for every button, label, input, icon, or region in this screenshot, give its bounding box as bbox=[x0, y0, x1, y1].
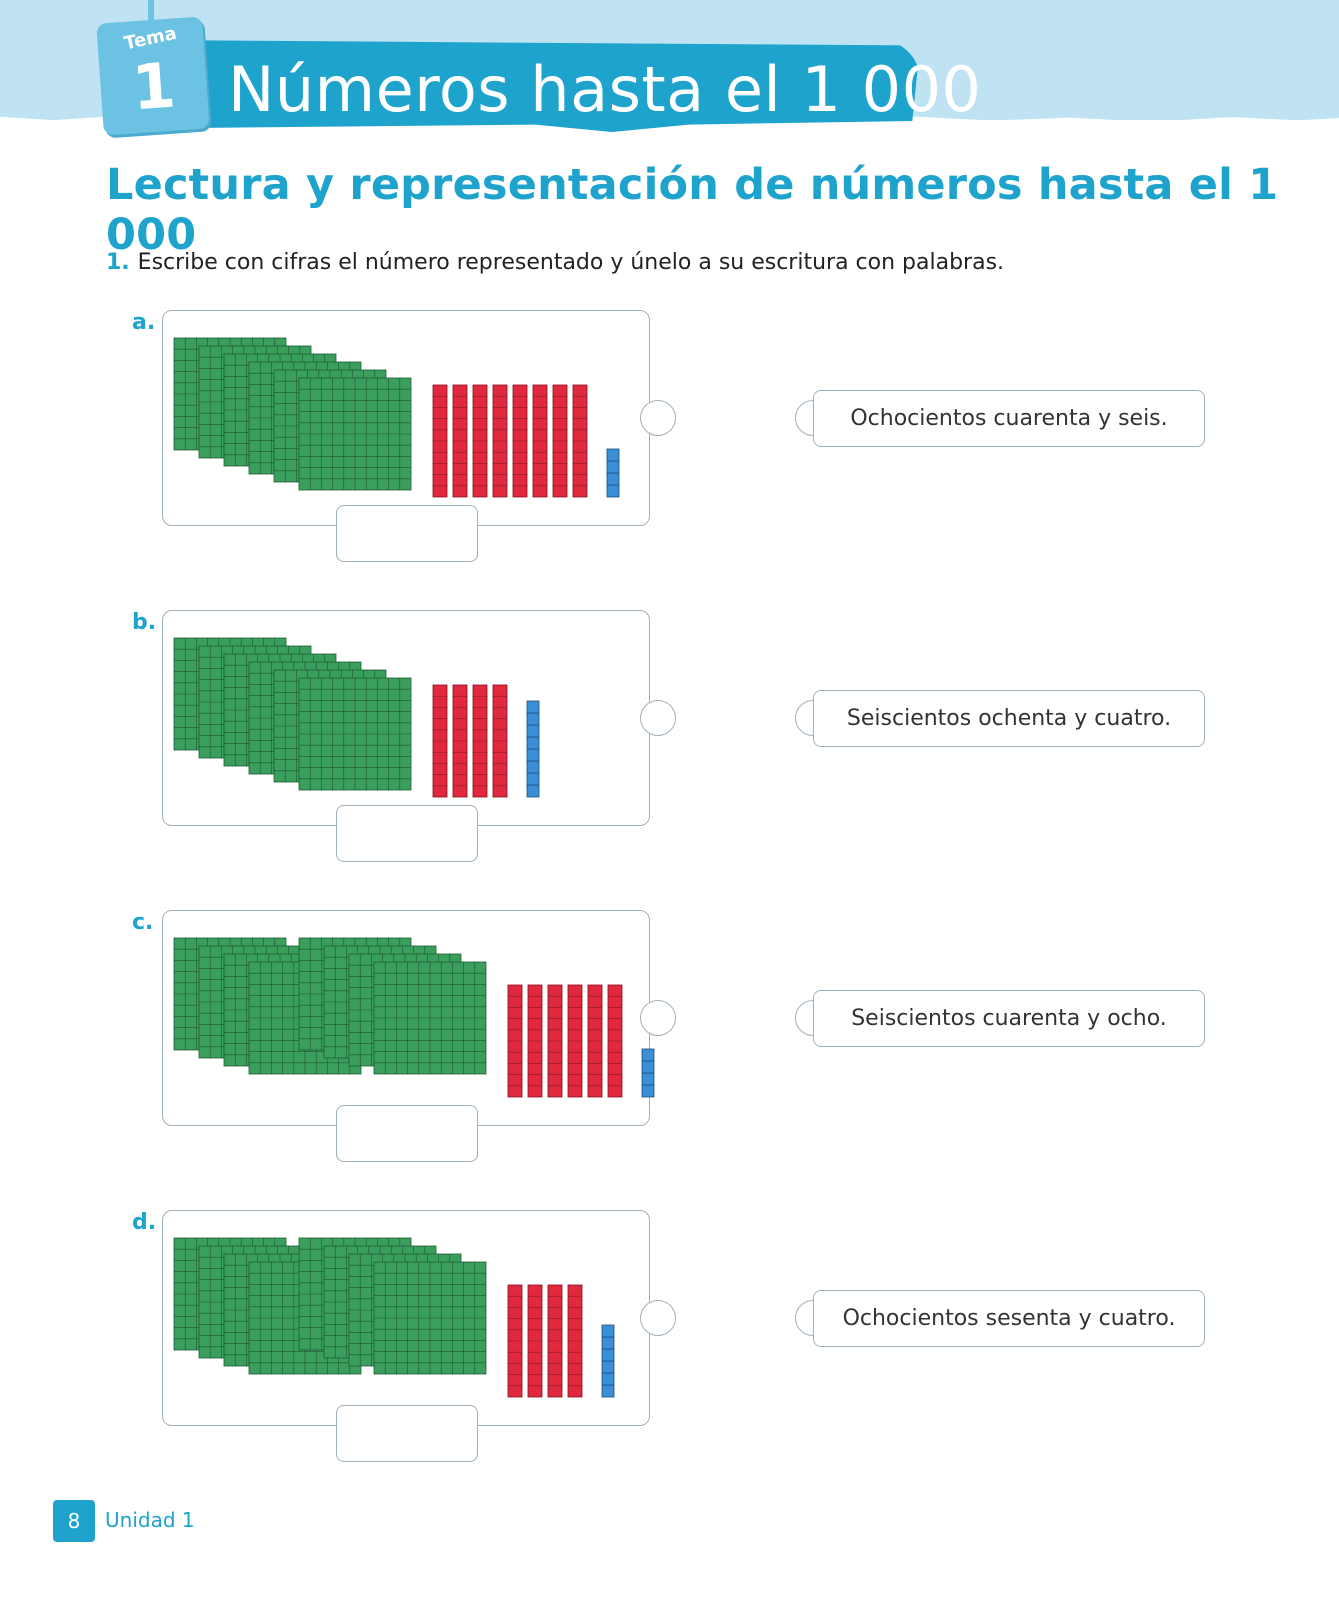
unit-cube bbox=[641, 1072, 655, 1086]
tens-rod bbox=[567, 1284, 583, 1398]
item-letter: d. bbox=[132, 1210, 157, 1235]
base-ten-blocks bbox=[173, 1237, 615, 1398]
hundreds-flat bbox=[298, 377, 412, 491]
base-ten-blocks bbox=[173, 937, 655, 1098]
number-in-words: Seiscientos cuarenta y ocho. bbox=[813, 990, 1205, 1047]
hundreds-flat bbox=[373, 1261, 487, 1375]
tens-rod bbox=[527, 984, 543, 1098]
exercise-item: b. Seiscientos ochenta y cuatro. bbox=[0, 610, 1339, 870]
number-in-words: Ochocientos cuarenta y seis. bbox=[813, 390, 1205, 447]
item-letter: c. bbox=[132, 910, 154, 935]
exercise-number: 1. bbox=[106, 250, 130, 275]
tens-rod bbox=[432, 384, 448, 498]
unit-cube bbox=[526, 748, 540, 762]
exercise-text: Escribe con cifras el número representad… bbox=[137, 250, 1005, 275]
tema-tab: Tema 1 bbox=[96, 16, 210, 136]
tema-tab-string bbox=[148, 0, 154, 24]
unit-cube bbox=[526, 760, 540, 774]
unit-cube bbox=[601, 1324, 615, 1338]
section-title: Lectura y representación de números hast… bbox=[106, 160, 1279, 260]
number-answer-box[interactable] bbox=[336, 1105, 478, 1162]
tens-rod bbox=[507, 984, 523, 1098]
tens-rod bbox=[452, 684, 468, 798]
title-banner bbox=[150, 40, 920, 132]
match-dot-left[interactable] bbox=[640, 1300, 676, 1336]
tens-rod bbox=[492, 384, 508, 498]
unit-label: Unidad 1 bbox=[105, 1508, 195, 1532]
number-answer-box[interactable] bbox=[336, 1405, 478, 1462]
tens-rod bbox=[552, 384, 568, 498]
unit-cube bbox=[601, 1360, 615, 1374]
hundreds-flat bbox=[373, 961, 487, 1075]
number-in-words: Ochocientos sesenta y cuatro. bbox=[813, 1290, 1205, 1347]
base-ten-blocks bbox=[173, 637, 540, 798]
page-title: Números hasta el 1 000 bbox=[228, 53, 982, 126]
unit-cube bbox=[601, 1348, 615, 1362]
exercise-item: d. Ochocientos sesenta y cuatro. bbox=[0, 1210, 1339, 1470]
unit-cube bbox=[526, 784, 540, 798]
tema-number: 1 bbox=[129, 48, 178, 125]
tens-rod bbox=[532, 384, 548, 498]
unit-cube bbox=[606, 472, 620, 486]
exercise-instruction: 1. Escribe con cifras el número represent… bbox=[106, 250, 1004, 275]
tens-rod bbox=[547, 1284, 563, 1398]
unit-cube bbox=[526, 700, 540, 714]
number-in-words: Seiscientos ochenta y cuatro. bbox=[813, 690, 1205, 747]
unit-cube bbox=[606, 448, 620, 462]
tens-rod bbox=[452, 384, 468, 498]
item-letter: a. bbox=[132, 310, 156, 335]
number-answer-box[interactable] bbox=[336, 505, 478, 562]
tens-rod bbox=[472, 684, 488, 798]
unit-cube bbox=[601, 1336, 615, 1350]
unit-cube bbox=[641, 1048, 655, 1062]
tens-rod bbox=[607, 984, 623, 1098]
page-number: 8 bbox=[53, 1500, 95, 1542]
tens-rod bbox=[587, 984, 603, 1098]
tens-rod bbox=[527, 1284, 543, 1398]
tens-rod bbox=[512, 384, 528, 498]
exercise-item: a. Ochocientos cuarenta y seis. bbox=[0, 310, 1339, 570]
unit-cube bbox=[526, 724, 540, 738]
unit-cube bbox=[641, 1084, 655, 1098]
match-dot-left[interactable] bbox=[640, 400, 676, 436]
match-dot-left[interactable] bbox=[640, 1000, 676, 1036]
tens-rod bbox=[507, 1284, 523, 1398]
tens-rod bbox=[572, 384, 588, 498]
exercise-item: c. Seiscientos cuarenta y ocho. bbox=[0, 910, 1339, 1170]
unit-cube bbox=[601, 1384, 615, 1398]
number-answer-box[interactable] bbox=[336, 805, 478, 862]
tens-rod bbox=[567, 984, 583, 1098]
unit-cube bbox=[606, 484, 620, 498]
hundreds-flat bbox=[298, 677, 412, 791]
tens-rod bbox=[432, 684, 448, 798]
tens-rod bbox=[472, 384, 488, 498]
unit-cube bbox=[526, 712, 540, 726]
unit-cube bbox=[526, 736, 540, 750]
item-letter: b. bbox=[132, 610, 157, 635]
unit-cube bbox=[606, 460, 620, 474]
match-dot-left[interactable] bbox=[640, 700, 676, 736]
unit-cube bbox=[526, 772, 540, 786]
tens-rod bbox=[547, 984, 563, 1098]
unit-cube bbox=[641, 1060, 655, 1074]
tens-rod bbox=[492, 684, 508, 798]
base-ten-blocks bbox=[173, 337, 620, 498]
unit-cube bbox=[601, 1372, 615, 1386]
